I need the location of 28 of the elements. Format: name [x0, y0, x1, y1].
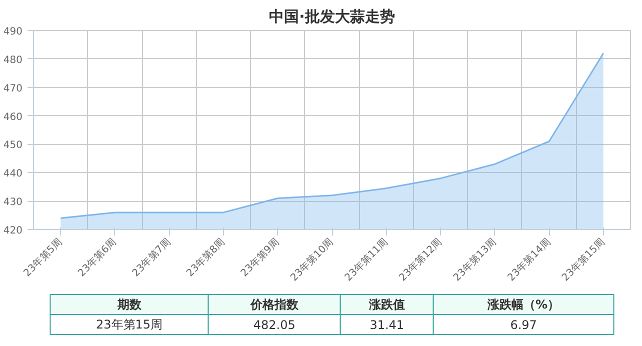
text: 涨跌幅（%） — [486, 298, 560, 312]
text: 价格指数 — [249, 298, 300, 312]
y-tick-label: 450 — [3, 140, 23, 152]
text: 31.41 — [370, 318, 404, 332]
x-tick-label: 23年第9周 — [238, 236, 282, 280]
y-tick-label: 490 — [3, 26, 23, 38]
y-tick-label: 420 — [3, 226, 23, 236]
x-tick-label: 23年第6周 — [76, 236, 119, 280]
x-tick-label: 23年第14周 — [505, 236, 553, 284]
y-tick-label: 480 — [3, 54, 23, 66]
x-tick-label: 23年第12周 — [396, 236, 444, 284]
y-tick-label: 470 — [3, 83, 23, 94]
x-tick-label: 23年第11周 — [342, 236, 390, 284]
text: 23年第15周 — [96, 318, 163, 332]
chart-title: 中国·批发大蒜走势 — [269, 8, 395, 26]
x-tick-label: 23年第15周 — [560, 236, 608, 284]
text: 6.97 — [510, 318, 537, 332]
text: 482.05 — [253, 318, 296, 332]
y-tick-label: 430 — [3, 197, 23, 208]
x-tick-label: 23年第8周 — [184, 236, 228, 280]
x-tick-label: 23年第7周 — [130, 236, 174, 280]
text: 涨跌值 — [368, 298, 405, 312]
y-tick-label: 440 — [3, 168, 23, 180]
x-tick-label: 23年第10周 — [288, 236, 336, 284]
y-tick-label: 460 — [3, 112, 23, 123]
text: 期数 — [116, 298, 142, 312]
x-tick-label: 23年第13周 — [451, 236, 499, 284]
x-tick-label: 23年第5周 — [21, 236, 65, 280]
